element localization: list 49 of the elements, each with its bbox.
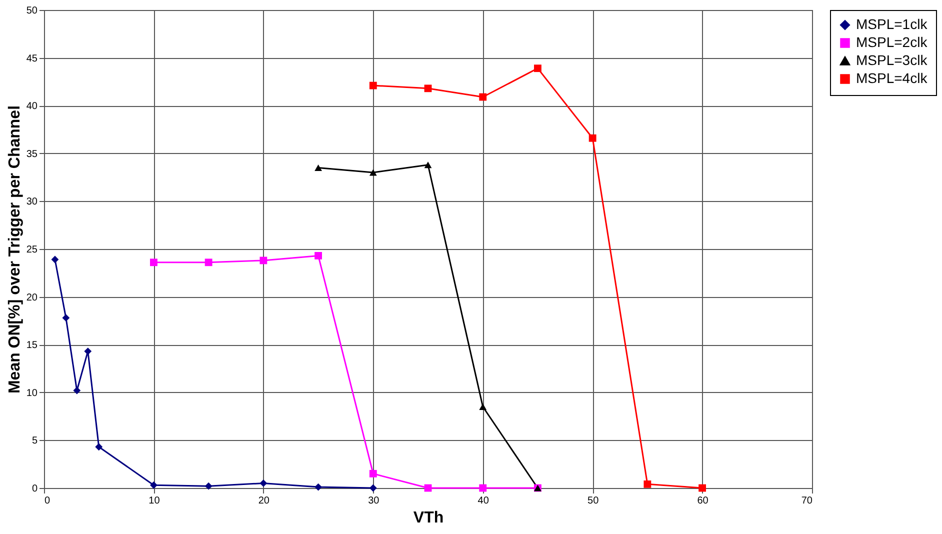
point [479,93,487,101]
point [95,443,103,451]
x-tick-label: 20 [258,496,270,506]
x-tick-label: 30 [368,496,380,506]
y-tick-label: 50 [26,6,38,16]
x-tick-label: 0 [44,496,50,506]
point [84,348,92,355]
point [314,164,322,171]
x-tick-label: 40 [478,496,490,506]
y-tick-label: 25 [26,244,38,256]
x-tick-label: 60 [697,496,709,506]
point [369,169,377,176]
point [62,314,70,322]
legend-label: MSPL=1clk [856,16,928,32]
point [369,470,377,478]
legend-label: MSPL=3clk [856,52,928,68]
point [314,483,322,491]
point [204,258,212,266]
point [51,256,59,264]
y-tick-label: 20 [26,292,38,304]
x-axis-title: VTh [413,510,444,526]
y-tick-label: 0 [32,484,38,494]
y-tick-label: 35 [26,148,38,160]
legend-label: MSPL=4clk [856,70,928,86]
y-tick-label: 45 [26,53,38,64]
point [479,404,487,410]
point [644,480,652,488]
point [150,258,158,266]
x-tick-label: 70 [801,496,813,506]
y-tick-label: 40 [26,101,38,112]
y-tick-label: 5 [32,436,38,447]
x-tick-label: 10 [148,496,160,506]
point [369,82,377,90]
y-axis-title: Mean ON[%] over Trigger per Channel [6,105,24,394]
point [150,481,158,489]
y-tick-label: 30 [26,196,38,208]
y-tick-label: 15 [26,340,38,352]
legend-label: MSPL=2clk [856,34,928,50]
point [204,482,212,490]
point [314,252,322,260]
y-tick-label: 10 [26,388,38,399]
point [534,64,542,72]
point [424,84,432,92]
point [260,480,268,487]
point [73,386,81,394]
point [424,162,432,168]
point [588,134,596,142]
point [260,256,268,264]
x-tick-label: 50 [588,496,600,506]
